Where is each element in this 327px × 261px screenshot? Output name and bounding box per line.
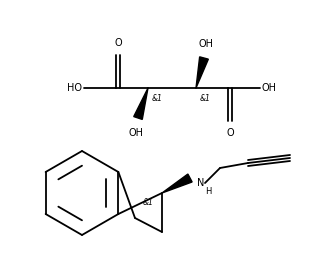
Text: N: N — [197, 178, 204, 188]
Text: &1: &1 — [200, 94, 211, 103]
Text: OH: OH — [262, 83, 277, 93]
Text: OH: OH — [129, 128, 144, 138]
Text: &1: &1 — [143, 198, 154, 207]
Text: &1: &1 — [152, 94, 163, 103]
Text: HO: HO — [67, 83, 82, 93]
Text: H: H — [205, 187, 211, 195]
Polygon shape — [134, 88, 148, 120]
Text: O: O — [226, 128, 234, 138]
Polygon shape — [162, 174, 192, 193]
Polygon shape — [196, 57, 208, 88]
Text: OH: OH — [198, 39, 214, 49]
Text: O: O — [114, 38, 122, 48]
